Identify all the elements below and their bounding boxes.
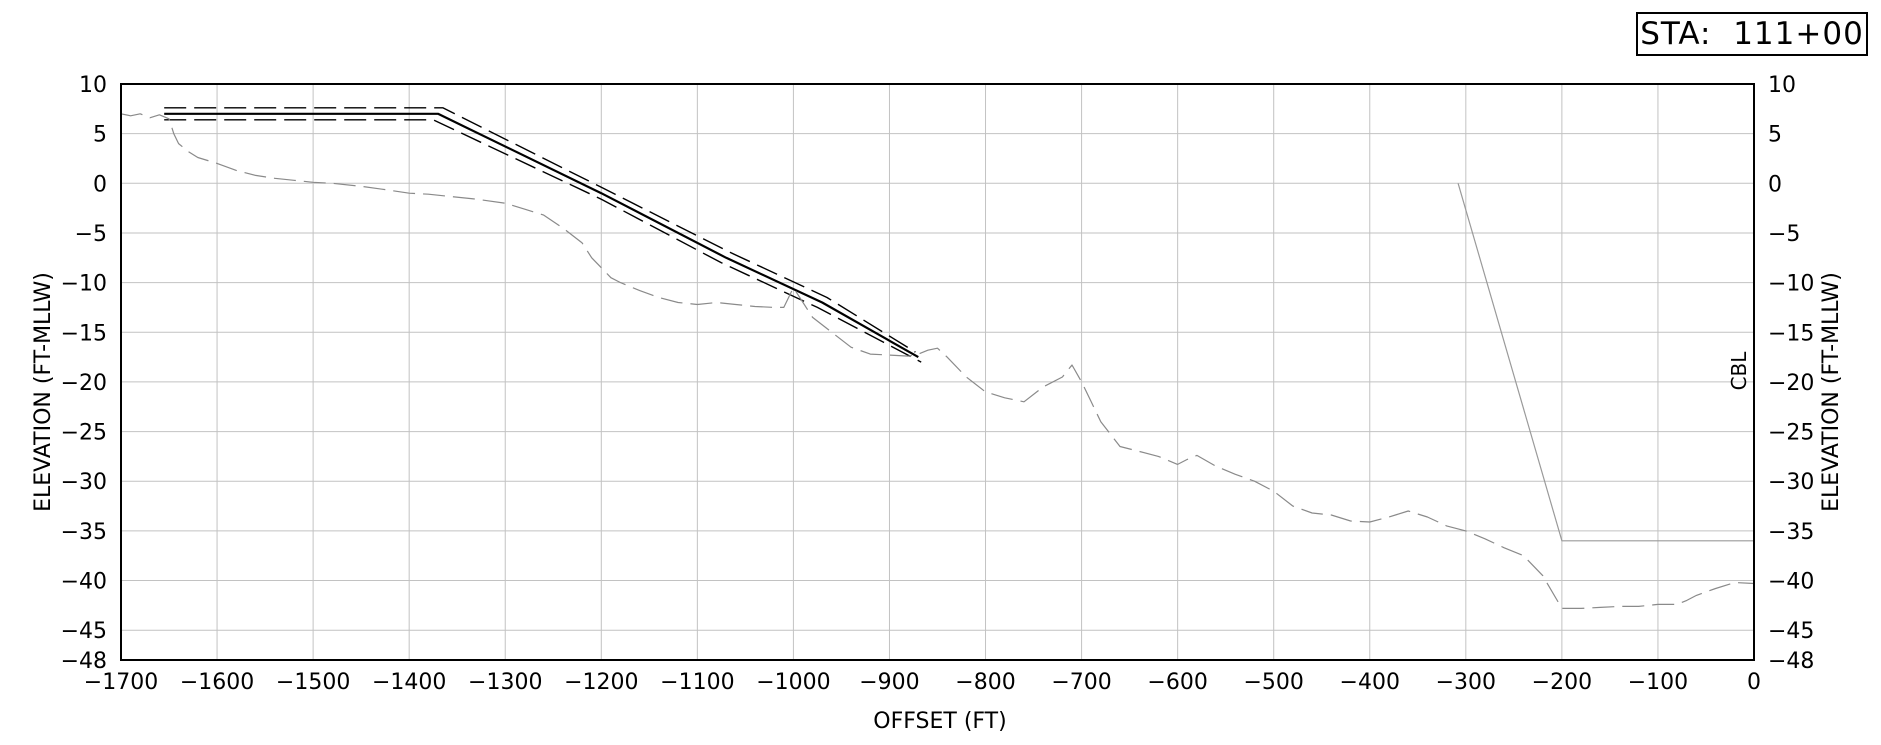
x-tick-label: −200 <box>1532 670 1592 695</box>
y-tick-label-right: 0 <box>1768 172 1782 197</box>
series-line-4 <box>120 113 1755 610</box>
x-tick-label: −500 <box>1243 670 1303 695</box>
x-tick-label: −100 <box>1628 670 1688 695</box>
x-tick-labels: −1700 −1600 −1500 −1400 −1300 −1200 −1100 −1000… <box>84 670 1761 695</box>
y-tick-label-left: 10 <box>79 73 107 98</box>
grid <box>120 83 1755 661</box>
x-tick-label: −1100 <box>660 670 734 695</box>
y-tick-label-right: 10 <box>1768 73 1796 98</box>
y-tick-label-left: −20 <box>61 371 107 396</box>
series-line-3 <box>164 119 922 363</box>
series-lines <box>120 107 1755 610</box>
y-tick-label-left: 0 <box>93 172 107 197</box>
x-tick-label: −1500 <box>276 670 350 695</box>
y-tick-label-right: −20 <box>1768 371 1814 396</box>
x-tick-label: 0 <box>1747 670 1761 695</box>
x-tick-label: −900 <box>859 670 919 695</box>
y-tick-labels: 10 10 5 5 0 0 −5 −5 −10 −10 −15 −15 −20 −20 −25 −25 −30 −… <box>61 73 1815 674</box>
x-tick-label: −1200 <box>564 670 638 695</box>
y-tick-label-right: −15 <box>1768 321 1814 346</box>
y-tick-label-right: −10 <box>1768 272 1814 297</box>
x-tick-label: −700 <box>1051 670 1111 695</box>
y-tick-label-left: −35 <box>61 520 107 545</box>
y-tick-label-right: −35 <box>1768 520 1814 545</box>
x-tick-label: −300 <box>1436 670 1496 695</box>
cbl-annotation: CBL <box>1727 351 1751 391</box>
series-line-5 <box>1457 183 1754 542</box>
x-tick-label: −600 <box>1147 670 1207 695</box>
y-tick-label-left: −10 <box>61 272 107 297</box>
x-tick-label: −1400 <box>372 670 446 695</box>
y-tick-label-left: −5 <box>75 222 107 247</box>
y-tick-label-right: −48 <box>1768 649 1814 674</box>
y-axis-label-right: ELEVATION (FT-MLLW) <box>1819 272 1844 512</box>
y-tick-label-left: −45 <box>61 619 107 644</box>
x-tick-label: −1600 <box>180 670 254 695</box>
x-tick-label: −400 <box>1340 670 1400 695</box>
y-axis-label-left: ELEVATION (FT-MLLW) <box>31 272 56 512</box>
x-tick-label: −1000 <box>756 670 830 695</box>
station-label: STA: 111+00 <box>1636 12 1868 56</box>
series-line-1 <box>164 112 919 359</box>
x-tick-label: −1300 <box>468 670 542 695</box>
y-tick-label-left: 5 <box>93 123 107 148</box>
y-tick-label-left: −30 <box>61 470 107 495</box>
y-tick-label-right: −40 <box>1768 570 1814 595</box>
y-tick-label-right: −5 <box>1768 222 1800 247</box>
plot-frame <box>120 83 1755 661</box>
y-tick-label-right: −25 <box>1768 421 1814 446</box>
y-tick-label-right: 5 <box>1768 123 1782 148</box>
y-tick-label-left: −15 <box>61 321 107 346</box>
x-tick-label: −1700 <box>84 670 158 695</box>
y-tick-label-left: −40 <box>61 570 107 595</box>
y-tick-label-right: −45 <box>1768 619 1814 644</box>
y-tick-label-left: −48 <box>61 649 107 674</box>
x-axis-label: OFFSET (FT) <box>873 709 1006 734</box>
series-line-2 <box>164 107 916 353</box>
y-tick-label-right: −30 <box>1768 470 1814 495</box>
y-tick-label-left: −25 <box>61 421 107 446</box>
x-tick-label: −800 <box>955 670 1015 695</box>
